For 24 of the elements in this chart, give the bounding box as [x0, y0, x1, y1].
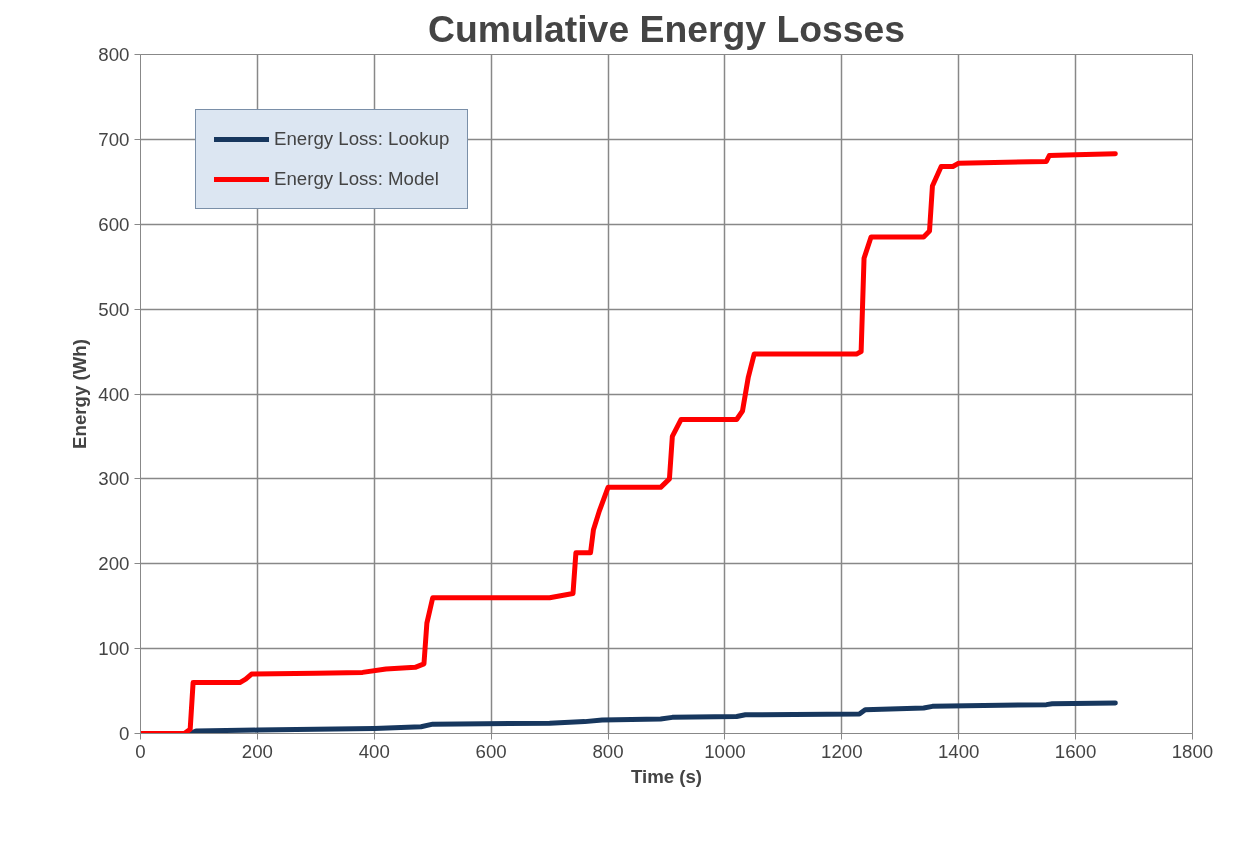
y-tick-label: 200	[98, 553, 130, 575]
x-tick-label: 1400	[937, 740, 980, 762]
x-tick-label: 200	[241, 740, 273, 762]
y-tick-label: 800	[98, 44, 130, 65]
x-tick-label: 1600	[1054, 740, 1097, 762]
x-tick-label: 0	[135, 740, 146, 762]
x-tick-label: 600	[475, 740, 507, 762]
x-tick-label: 800	[592, 740, 624, 762]
y-tick-label: 0	[119, 723, 130, 744]
y-tick-label: 100	[98, 638, 130, 660]
x-tick-label: 1800	[1171, 740, 1214, 762]
legend-label: Energy Loss: Lookup	[274, 128, 450, 150]
y-tick-label: 300	[98, 468, 130, 490]
y-tick-label: 600	[98, 213, 130, 235]
y-tick-label: 500	[98, 298, 130, 320]
x-axis-title: Time (s)	[630, 765, 703, 787]
y-tick-label: 700	[98, 128, 130, 150]
chart-title: Cumulative Energy Losses	[427, 7, 906, 50]
y-axis-title: Energy (Wh)	[69, 339, 91, 449]
x-tick-label: 400	[358, 740, 390, 762]
legend-label: Energy Loss: Model	[274, 168, 439, 190]
y-tick-label: 400	[98, 383, 130, 405]
x-tick-label: 1200	[821, 740, 863, 762]
x-tick-label: 1000	[704, 740, 746, 762]
